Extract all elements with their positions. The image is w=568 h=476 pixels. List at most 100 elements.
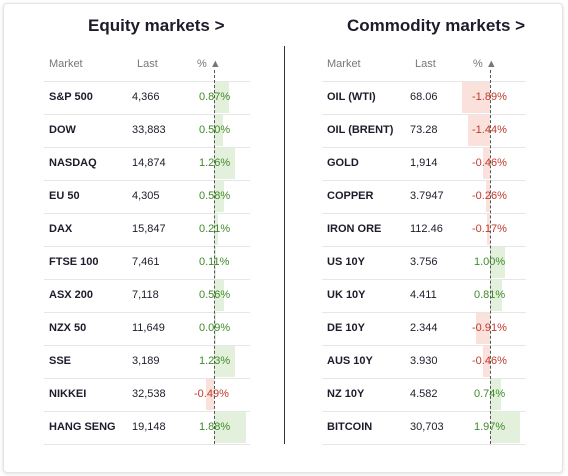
change-bar bbox=[214, 181, 224, 212]
table-row[interactable]: NASDAQ 14,874 1.26% bbox=[44, 147, 250, 181]
market-name[interactable]: OIL (BRENT) bbox=[327, 124, 394, 136]
table-row[interactable]: NZX 50 11,649 0.09% bbox=[44, 312, 250, 346]
change-bar bbox=[214, 82, 229, 113]
market-name[interactable]: HANG SENG bbox=[49, 421, 116, 433]
change-bar bbox=[486, 181, 490, 212]
market-name[interactable]: S&P 500 bbox=[49, 91, 93, 103]
table-row[interactable]: GOLD 1,914 -0.46% bbox=[322, 147, 526, 181]
table-row[interactable]: BITCOIN 30,703 1.97% bbox=[322, 411, 526, 445]
last-price: 15,847 bbox=[132, 223, 166, 235]
change-bar bbox=[214, 412, 246, 443]
market-name[interactable]: OIL (WTI) bbox=[327, 91, 376, 103]
change-bar bbox=[487, 214, 490, 245]
last-price: 19,148 bbox=[132, 421, 166, 433]
market-name[interactable]: NZX 50 bbox=[49, 322, 87, 334]
percent-change: 1.00% bbox=[474, 256, 506, 268]
percent-change: -0.46% bbox=[472, 355, 507, 367]
last-price: 11,649 bbox=[132, 322, 165, 334]
table-row[interactable]: COPPER 3.7947 -0.26% bbox=[322, 180, 526, 214]
table-row[interactable]: OIL (WTI) 68.06 -1.89% bbox=[322, 81, 526, 115]
market-name[interactable]: GOLD bbox=[327, 157, 359, 169]
market-column-header[interactable]: Market bbox=[49, 58, 83, 70]
percent-change: -0.49% bbox=[194, 388, 229, 400]
last-price: 30,703 bbox=[410, 421, 444, 433]
panel-divider bbox=[284, 46, 285, 444]
table-row[interactable]: S&P 500 4,366 0.87% bbox=[44, 81, 250, 115]
last-price: 7,461 bbox=[132, 256, 160, 268]
change-bar bbox=[476, 313, 490, 344]
last-column-header[interactable]: Last bbox=[415, 58, 436, 70]
last-price: 3.756 bbox=[410, 256, 438, 268]
last-price: 14,874 bbox=[132, 157, 166, 169]
last-price: 112.46 bbox=[410, 223, 443, 235]
table-row[interactable]: NIKKEI 32,538 -0.49% bbox=[44, 378, 250, 412]
percent-change: 0.81% bbox=[474, 289, 506, 301]
market-name[interactable]: NIKKEI bbox=[49, 388, 87, 400]
table-row[interactable]: AUS 10Y 3.930 -0.46% bbox=[322, 345, 526, 379]
table-row[interactable]: SSE 3,189 1.23% bbox=[44, 345, 250, 379]
market-name[interactable]: SSE bbox=[49, 355, 72, 367]
market-name[interactable]: BITCOIN bbox=[327, 421, 373, 433]
market-name[interactable]: UK 10Y bbox=[327, 289, 366, 301]
percent-column-header[interactable]: % ▲ bbox=[473, 58, 497, 70]
change-bar bbox=[483, 148, 490, 179]
market-column-header[interactable]: Market bbox=[327, 58, 361, 70]
table-row[interactable]: HANG SENG 19,148 1.88% bbox=[44, 411, 250, 445]
market-name[interactable]: DOW bbox=[49, 124, 76, 136]
last-price: 4.411 bbox=[410, 289, 437, 301]
change-bar bbox=[205, 379, 214, 410]
change-bar bbox=[214, 280, 224, 311]
equity-markets-link[interactable]: Equity markets > bbox=[88, 16, 225, 35]
percent-change: 0.74% bbox=[474, 388, 506, 400]
change-bar bbox=[214, 148, 236, 179]
last-price: 73.28 bbox=[410, 124, 438, 136]
table-row[interactable]: FTSE 100 7,461 0.11% bbox=[44, 246, 250, 280]
last-price: 1,914 bbox=[410, 157, 438, 169]
last-price: 3,189 bbox=[132, 355, 160, 367]
last-price: 68.06 bbox=[410, 91, 438, 103]
change-bar bbox=[483, 346, 490, 377]
change-bar bbox=[461, 82, 490, 113]
percent-change: -0.91% bbox=[472, 322, 507, 334]
last-price: 32,538 bbox=[132, 388, 166, 400]
market-name[interactable]: DAX bbox=[49, 223, 73, 235]
market-name[interactable]: US 10Y bbox=[327, 256, 365, 268]
last-column-header[interactable]: Last bbox=[137, 58, 158, 70]
markets-card: Equity markets > Market Last % ▲ S&P 500… bbox=[3, 3, 563, 473]
market-name[interactable]: EU 50 bbox=[49, 190, 80, 202]
percent-change: -0.26% bbox=[472, 190, 507, 202]
last-price: 4,305 bbox=[132, 190, 160, 202]
table-row[interactable]: DOW 33,883 0.50% bbox=[44, 114, 250, 148]
table-row[interactable]: US 10Y 3.756 1.00% bbox=[322, 246, 526, 280]
table-row[interactable]: IRON ORE 112.46 -0.17% bbox=[322, 213, 526, 247]
percent-change: -0.46% bbox=[472, 157, 507, 169]
percent-change: -1.44% bbox=[472, 124, 507, 136]
commodity-table-header: Market Last % ▲ bbox=[322, 48, 526, 82]
market-name[interactable]: COPPER bbox=[327, 190, 374, 202]
market-name[interactable]: IRON ORE bbox=[327, 223, 382, 235]
market-name[interactable]: AUS 10Y bbox=[327, 355, 373, 367]
market-name[interactable]: FTSE 100 bbox=[49, 256, 99, 268]
table-row[interactable]: OIL (BRENT) 73.28 -1.44% bbox=[322, 114, 526, 148]
last-price: 2.344 bbox=[410, 322, 438, 334]
last-price: 3.930 bbox=[410, 355, 438, 367]
table-row[interactable]: NZ 10Y 4.582 0.74% bbox=[322, 378, 526, 412]
market-name[interactable]: NASDAQ bbox=[49, 157, 97, 169]
table-row[interactable]: ASX 200 7,118 0.56% bbox=[44, 279, 250, 313]
percent-change: -1.89% bbox=[472, 91, 507, 103]
percent-column-header[interactable]: % ▲ bbox=[197, 58, 221, 70]
table-row[interactable]: UK 10Y 4.411 0.81% bbox=[322, 279, 526, 313]
market-name[interactable]: ASX 200 bbox=[49, 289, 94, 301]
market-name[interactable]: NZ 10Y bbox=[327, 388, 365, 400]
last-price: 4,366 bbox=[132, 91, 160, 103]
change-bar bbox=[214, 346, 235, 377]
table-row[interactable]: DAX 15,847 0.21% bbox=[44, 213, 250, 247]
market-name[interactable]: DE 10Y bbox=[327, 322, 365, 334]
table-row[interactable]: EU 50 4,305 0.58% bbox=[44, 180, 250, 214]
table-row[interactable]: DE 10Y 2.344 -0.91% bbox=[322, 312, 526, 346]
change-bar bbox=[214, 115, 223, 146]
change-bar bbox=[490, 280, 503, 311]
last-price: 7,118 bbox=[132, 289, 159, 301]
commodity-markets-link[interactable]: Commodity markets > bbox=[347, 16, 526, 35]
equity-table-header: Market Last % ▲ bbox=[44, 48, 250, 82]
